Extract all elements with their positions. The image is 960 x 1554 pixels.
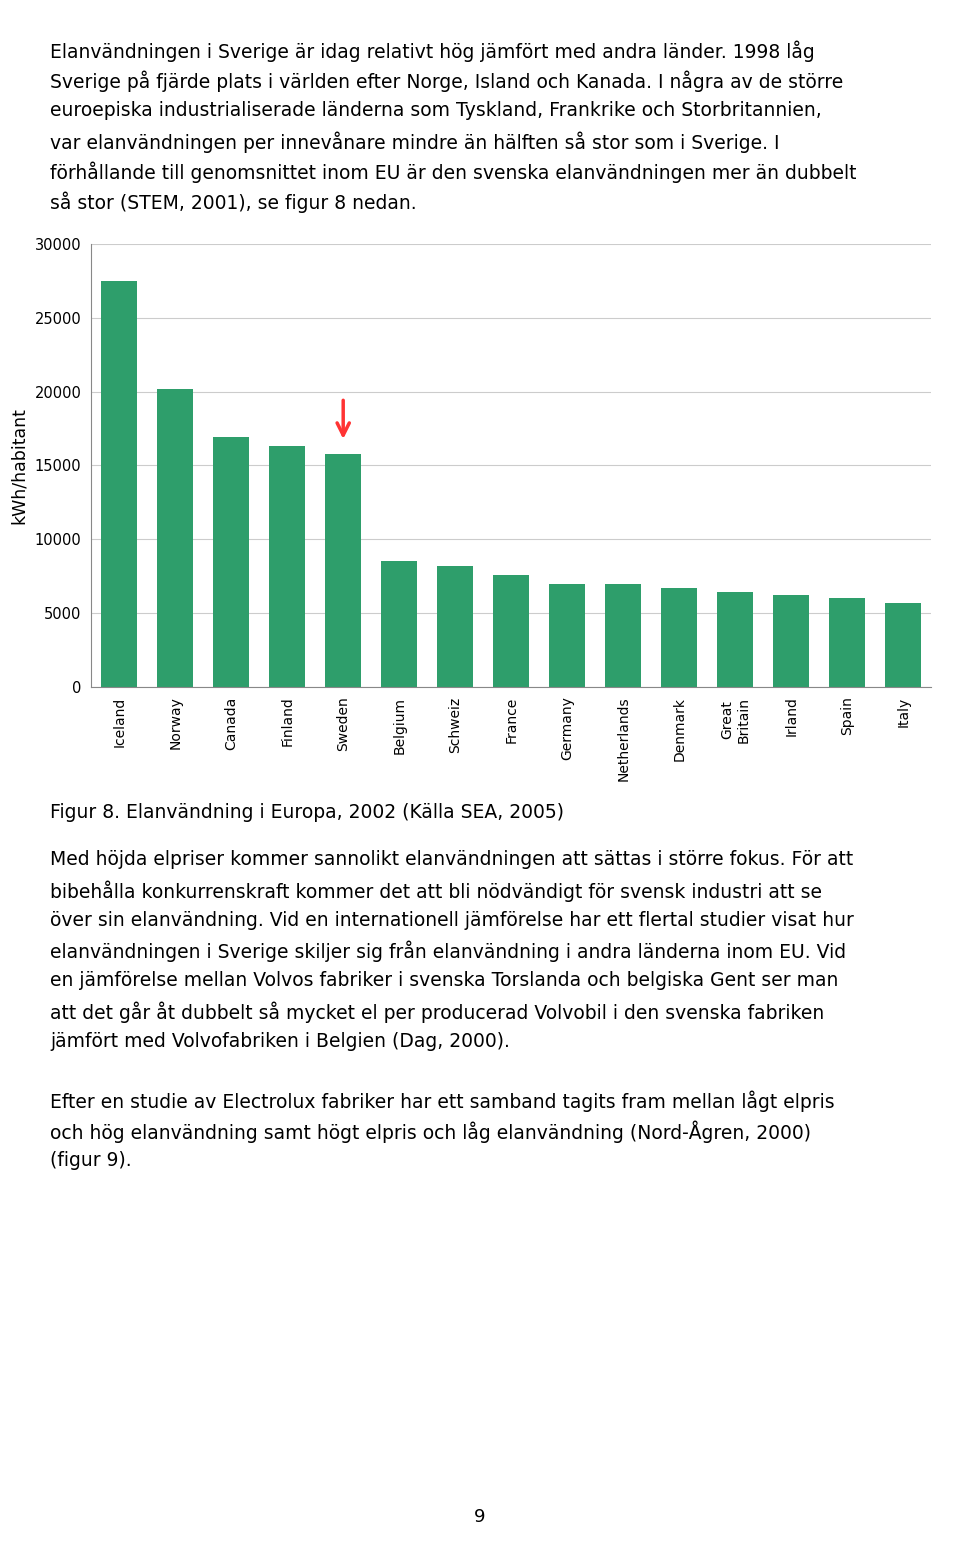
Bar xyxy=(549,583,586,687)
Text: Figur 8. Elanvändning i Europa, 2002 (Källa SEA, 2005): Figur 8. Elanvändning i Europa, 2002 (Kä… xyxy=(50,803,564,822)
Text: förhållande till genomsnittet inom EU är den svenska elanvändningen mer än dubbe: förhållande till genomsnittet inom EU är… xyxy=(50,162,856,183)
Text: över sin elanvändning. Vid en internationell jämförelse har ett flertal studier : över sin elanvändning. Vid en internatio… xyxy=(50,911,853,929)
Text: (figur 9).: (figur 9). xyxy=(50,1150,132,1170)
Text: euroepiska industrialiserade länderna som Tyskland, Frankrike och Storbritannien: euroepiska industrialiserade länderna so… xyxy=(50,101,822,120)
Bar xyxy=(605,583,641,687)
Text: så stor (STEM, 2001), se figur 8 nedan.: så stor (STEM, 2001), se figur 8 nedan. xyxy=(50,191,417,213)
Text: jämfört med Volvofabriken i Belgien (Dag, 2000).: jämfört med Volvofabriken i Belgien (Dag… xyxy=(50,1032,510,1051)
Text: att det går åt dubbelt så mycket el per producerad Volvobil i den svenska fabrik: att det går åt dubbelt så mycket el per … xyxy=(50,1001,825,1023)
Bar xyxy=(493,575,529,687)
Text: en jämförelse mellan Volvos fabriker i svenska Torslanda och belgiska Gent ser m: en jämförelse mellan Volvos fabriker i s… xyxy=(50,971,838,990)
Text: Elanvändningen i Sverige är idag relativt hög jämfört med andra länder. 1998 låg: Elanvändningen i Sverige är idag relativ… xyxy=(50,40,815,62)
Bar xyxy=(661,587,697,687)
Text: Sverige på fjärde plats i världen efter Norge, Island och Kanada. I några av de : Sverige på fjärde plats i världen efter … xyxy=(50,70,843,92)
Bar xyxy=(717,592,754,687)
Text: var elanvändningen per innevånare mindre än hälften så stor som i Sverige. I: var elanvändningen per innevånare mindre… xyxy=(50,131,780,152)
Bar xyxy=(213,437,250,687)
Text: 9: 9 xyxy=(474,1507,486,1526)
Bar xyxy=(885,603,922,687)
Y-axis label: kWh/habitant: kWh/habitant xyxy=(10,407,28,524)
Text: bibehålla konkurrenskraft kommer det att bli nödvändigt för svensk industri att : bibehålla konkurrenskraft kommer det att… xyxy=(50,880,822,901)
Bar xyxy=(829,598,865,687)
Bar xyxy=(157,388,193,687)
Text: Efter en studie av Electrolux fabriker har ett samband tagits fram mellan lågt e: Efter en studie av Electrolux fabriker h… xyxy=(50,1089,834,1111)
Bar xyxy=(437,566,473,687)
Text: elanvändningen i Sverige skiljer sig från elanvändning i andra länderna inom EU.: elanvändningen i Sverige skiljer sig frå… xyxy=(50,940,846,962)
Bar xyxy=(381,561,418,687)
Bar xyxy=(269,446,305,687)
Text: och hög elanvändning samt högt elpris och låg elanvändning (Nord-Ågren, 2000): och hög elanvändning samt högt elpris oc… xyxy=(50,1120,811,1142)
Bar xyxy=(325,454,361,687)
Bar xyxy=(773,595,809,687)
Text: Med höjda elpriser kommer sannolikt elanvändningen att sättas i större fokus. Fö: Med höjda elpriser kommer sannolikt elan… xyxy=(50,850,853,869)
Bar xyxy=(101,281,137,687)
